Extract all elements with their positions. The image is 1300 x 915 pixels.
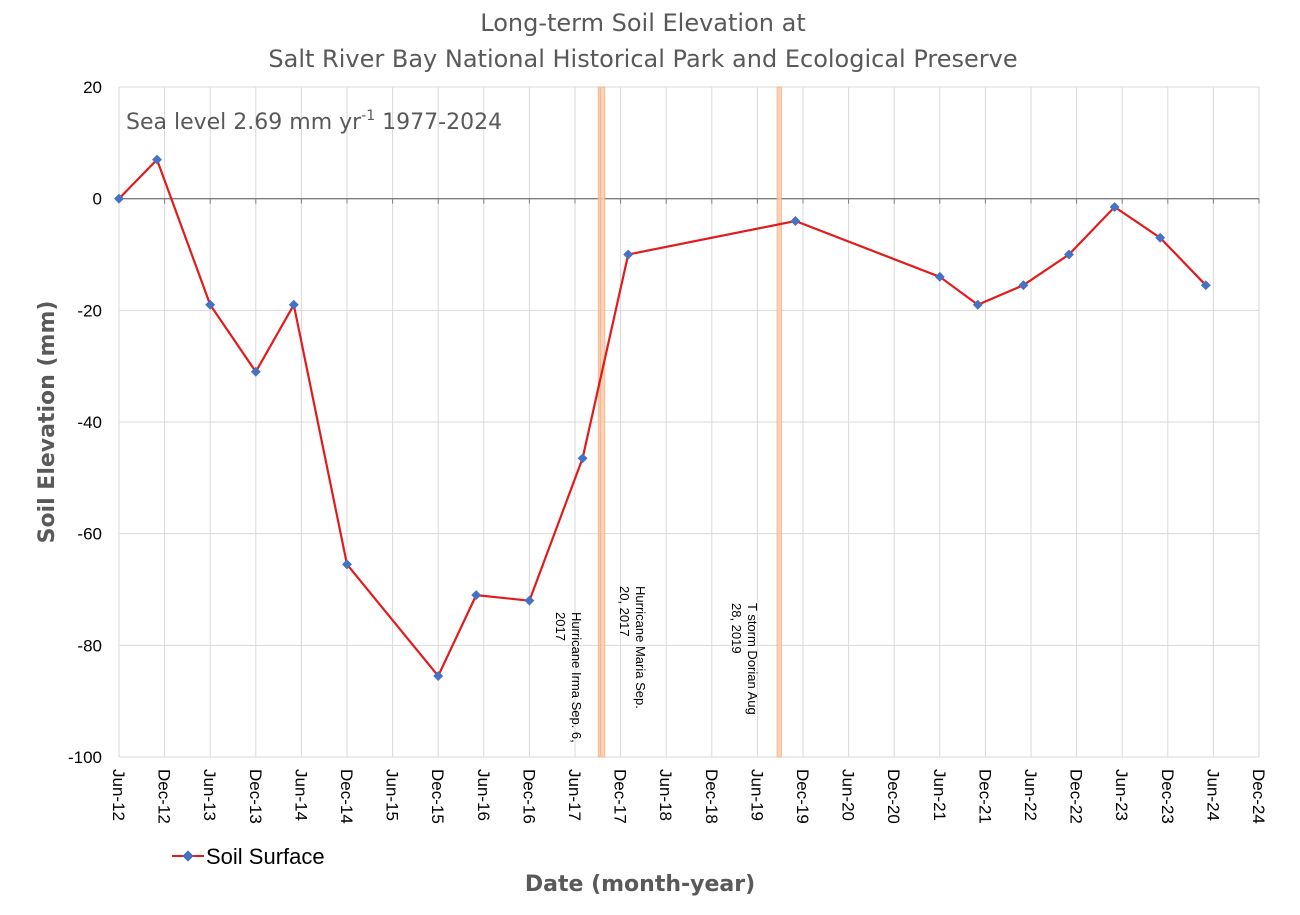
x-tick-label: Dec-16 (519, 769, 538, 824)
data-point-marker (433, 671, 444, 681)
data-point-marker (288, 299, 299, 310)
x-tick-label: Jun-14 (291, 769, 310, 821)
x-tick-label: Dec-19 (793, 769, 812, 824)
x-tick-label: Dec-14 (337, 769, 356, 824)
x-tick-label: Jun-22 (1021, 769, 1040, 821)
x-tick-label: Jun-16 (474, 769, 493, 821)
y-tick-label: 0 (93, 190, 102, 209)
series-line (118, 157, 1207, 679)
axes: Jun-12 Dec-12 Jun-13 Dec-13 Jun-14 Dec-14 Jun-… (68, 78, 1268, 824)
x-tick-label: Jun-19 (747, 769, 766, 821)
storm-event-label: Hurricane Irma Sep. 6,2017 (553, 612, 584, 743)
grid-lines (118, 86, 1260, 758)
chart-title-line-1: Long-term Soil Elevation at (480, 9, 805, 37)
x-tick-label: Jun-15 (383, 769, 402, 821)
data-point-marker (152, 154, 162, 165)
x-tick-label: Dec-12 (155, 769, 174, 824)
data-point-marker (1155, 232, 1166, 243)
data-point-marker (114, 193, 124, 204)
data-point-marker (1018, 280, 1029, 291)
data-point-marker (1064, 249, 1074, 260)
y-tick-label: -100 (68, 748, 102, 767)
storm-event-band (599, 86, 606, 758)
series-soil-surface (114, 154, 1211, 681)
y-tick-label: -40 (77, 413, 102, 432)
x-tick-label: Jun-24 (1203, 769, 1222, 821)
data-point-marker (623, 249, 634, 260)
data-point-marker (471, 590, 482, 601)
x-tick-label: Jun-21 (930, 769, 949, 821)
x-tick-label: Dec-18 (702, 769, 721, 824)
data-point-marker (342, 559, 352, 570)
data-point-marker (577, 453, 588, 464)
x-tick-label: Dec-20 (884, 769, 903, 824)
chart-title-line-2: Salt River Bay National Historical Park … (268, 45, 1017, 73)
storm-event-label: T storm Dorian Aug28, 2019 (729, 603, 760, 715)
data-point-marker (790, 216, 801, 226)
data-point-marker (934, 271, 945, 282)
y-tick-label: -80 (77, 636, 102, 655)
x-tick-label: Dec-24 (1249, 769, 1268, 824)
x-tick-label: Dec-15 (428, 769, 447, 824)
storm-event-label: Hurricane Maria Sep.20, 2017 (617, 586, 648, 709)
x-tick-label: Dec-21 (975, 769, 994, 824)
storm-event-bands: Hurricane Irma Sep. 6,2017 Hurricane Mari… (553, 86, 782, 758)
data-point-marker (205, 299, 216, 310)
x-tick-label: Jun-18 (656, 769, 675, 821)
y-tick-label: -20 (77, 301, 102, 320)
x-tick-label: Jun-17 (565, 769, 584, 821)
x-tick-label: Dec-22 (1067, 769, 1086, 824)
x-tick-label: Jun-12 (109, 769, 128, 821)
data-point-marker (1109, 202, 1120, 212)
y-tick-label: -60 (77, 525, 102, 544)
y-axis-label: Soil Elevation (mm) (35, 301, 60, 544)
data-point-marker (1200, 280, 1211, 291)
data-point-marker (524, 595, 535, 606)
x-tick-label: Dec-23 (1158, 769, 1177, 824)
x-tick-label: Jun-23 (1112, 769, 1131, 821)
legend-label: Soil Surface (206, 844, 325, 869)
data-point-marker (972, 299, 983, 310)
y-tick-label: 20 (83, 78, 102, 97)
x-tick-label: Dec-17 (611, 769, 630, 824)
x-tick-label: Jun-13 (200, 769, 219, 821)
x-axis-label: Date (month-year) (525, 872, 755, 897)
legend: Soil Surface (172, 844, 325, 869)
x-tick-label: Dec-13 (246, 769, 265, 824)
x-tick-label: Jun-20 (839, 769, 858, 821)
sea-level-annotation: Sea level 2.69 mm yr-1 1977-2024 (126, 108, 502, 135)
storm-event-band (776, 86, 782, 758)
legend-marker (182, 850, 194, 862)
